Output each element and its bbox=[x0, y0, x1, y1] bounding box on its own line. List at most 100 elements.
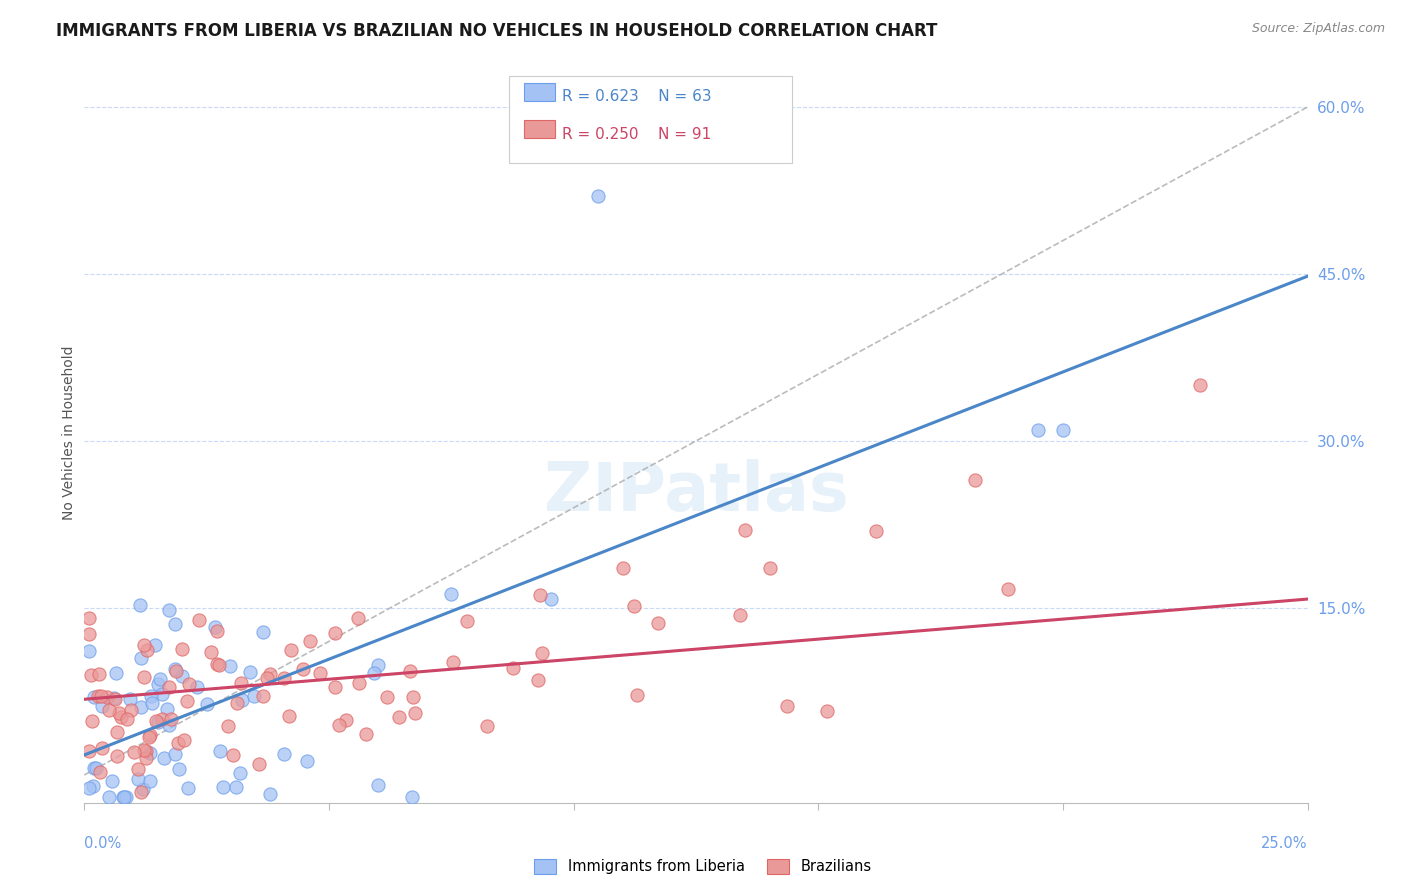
Point bbox=[208, 744, 231, 758]
Point bbox=[363, 665, 385, 680]
Point bbox=[815, 704, 838, 718]
Point bbox=[222, 748, 245, 763]
Point bbox=[612, 560, 634, 574]
Text: 0.0%: 0.0% bbox=[84, 836, 121, 851]
Point bbox=[98, 703, 121, 717]
Point bbox=[90, 741, 112, 756]
Point bbox=[259, 787, 281, 801]
Point bbox=[145, 714, 167, 729]
Point bbox=[997, 582, 1019, 596]
Point bbox=[86, 689, 108, 703]
Point bbox=[177, 781, 200, 796]
Point bbox=[90, 690, 112, 704]
Point bbox=[1052, 423, 1074, 437]
Point bbox=[167, 736, 190, 750]
Point bbox=[328, 718, 350, 732]
Point bbox=[586, 189, 609, 203]
Point bbox=[323, 626, 346, 640]
Point bbox=[219, 658, 242, 673]
Point bbox=[247, 756, 270, 771]
Point bbox=[734, 523, 756, 537]
Point bbox=[229, 765, 252, 780]
Point bbox=[963, 473, 986, 487]
Point bbox=[526, 673, 548, 688]
Point bbox=[101, 773, 124, 788]
Y-axis label: No Vehicles in Household: No Vehicles in Household bbox=[62, 345, 76, 520]
Point bbox=[165, 662, 187, 676]
Point bbox=[89, 667, 111, 681]
Point bbox=[146, 714, 169, 729]
Point bbox=[104, 692, 127, 706]
Point bbox=[179, 677, 201, 691]
Point bbox=[157, 681, 180, 695]
Point bbox=[157, 717, 180, 731]
Point bbox=[110, 710, 132, 724]
Point bbox=[131, 651, 153, 665]
Point bbox=[375, 690, 398, 704]
Point bbox=[1188, 378, 1211, 392]
Point bbox=[163, 747, 186, 761]
Point bbox=[354, 727, 377, 741]
Point bbox=[207, 657, 229, 671]
Point bbox=[229, 676, 252, 690]
Text: Source: ZipAtlas.com: Source: ZipAtlas.com bbox=[1251, 22, 1385, 36]
Point bbox=[150, 687, 173, 701]
Point bbox=[89, 765, 111, 780]
Point bbox=[292, 662, 315, 676]
Point bbox=[135, 642, 157, 657]
Point bbox=[759, 560, 782, 574]
Point bbox=[441, 655, 464, 669]
Point bbox=[399, 664, 422, 678]
Point bbox=[77, 627, 100, 641]
Point bbox=[132, 782, 155, 797]
Point bbox=[212, 780, 235, 794]
Point bbox=[132, 638, 155, 652]
Text: 25.0%: 25.0% bbox=[1261, 836, 1308, 851]
Point bbox=[217, 719, 239, 733]
Point bbox=[82, 779, 104, 793]
Point bbox=[167, 762, 190, 776]
Point bbox=[141, 696, 163, 710]
Point bbox=[207, 624, 229, 638]
Point bbox=[83, 761, 105, 775]
Point bbox=[105, 748, 128, 763]
Point bbox=[252, 690, 274, 704]
Point bbox=[120, 703, 142, 717]
Point bbox=[170, 669, 193, 683]
Point bbox=[146, 677, 169, 691]
Point bbox=[84, 761, 107, 775]
Point bbox=[129, 700, 152, 714]
Point bbox=[132, 742, 155, 756]
Point bbox=[132, 670, 155, 684]
Point bbox=[401, 790, 423, 805]
Point bbox=[259, 667, 281, 681]
Point bbox=[159, 712, 181, 726]
Point bbox=[502, 661, 524, 675]
Point bbox=[165, 665, 187, 679]
Point bbox=[623, 599, 645, 614]
Point bbox=[157, 603, 180, 617]
Point bbox=[277, 709, 299, 723]
Point bbox=[402, 690, 425, 705]
Point bbox=[152, 712, 174, 726]
Point bbox=[280, 642, 302, 657]
Point bbox=[204, 619, 226, 633]
Point bbox=[176, 693, 198, 707]
Point bbox=[388, 710, 411, 724]
Point bbox=[225, 780, 247, 794]
Point bbox=[80, 668, 103, 682]
Point bbox=[540, 591, 562, 606]
Point bbox=[456, 614, 478, 628]
Point bbox=[122, 745, 145, 759]
Point bbox=[138, 730, 160, 744]
Point bbox=[243, 690, 266, 704]
Point bbox=[1028, 423, 1050, 437]
Point bbox=[865, 524, 887, 539]
Point bbox=[440, 587, 463, 601]
Point bbox=[105, 725, 128, 739]
Point bbox=[90, 698, 112, 713]
Point bbox=[129, 785, 152, 799]
Point bbox=[138, 728, 160, 742]
Point bbox=[163, 616, 186, 631]
Point bbox=[225, 696, 247, 710]
